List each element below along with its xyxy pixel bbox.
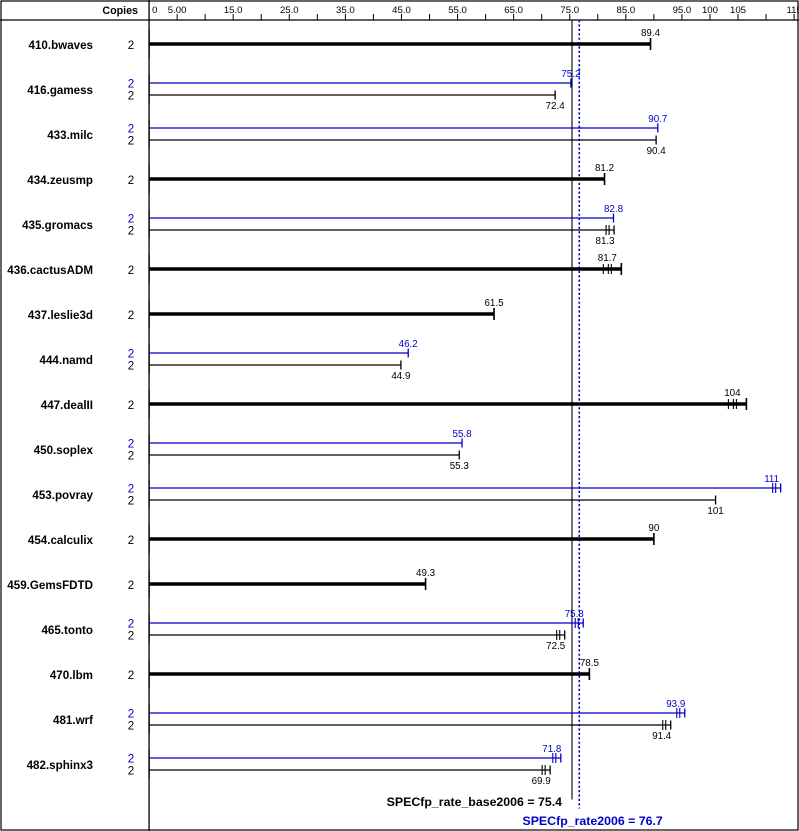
svg-text:447.dealII: 447.dealII <box>41 399 93 412</box>
svg-text:46.2: 46.2 <box>399 339 418 350</box>
svg-text:55.0: 55.0 <box>448 5 467 16</box>
svg-text:111: 111 <box>764 474 779 485</box>
svg-text:115: 115 <box>786 5 799 16</box>
svg-text:72.5: 72.5 <box>546 641 566 652</box>
svg-text:25.0: 25.0 <box>280 5 299 16</box>
svg-text:481.wrf: 481.wrf <box>53 714 93 727</box>
svg-text:Copies: Copies <box>102 5 138 17</box>
svg-text:15.0: 15.0 <box>224 5 243 16</box>
svg-text:104: 104 <box>724 388 741 399</box>
svg-text:71.8: 71.8 <box>542 744 562 755</box>
svg-text:2: 2 <box>128 90 134 103</box>
svg-text:89.4: 89.4 <box>641 28 661 39</box>
svg-text:2: 2 <box>128 630 134 643</box>
svg-text:81.3: 81.3 <box>596 236 616 247</box>
svg-text:5.00: 5.00 <box>168 5 187 16</box>
svg-text:2: 2 <box>128 720 134 733</box>
svg-text:482.sphinx3: 482.sphinx3 <box>27 759 94 772</box>
svg-text:2: 2 <box>128 135 134 148</box>
svg-text:0: 0 <box>152 5 157 16</box>
svg-text:2: 2 <box>128 579 134 592</box>
svg-text:101: 101 <box>707 506 723 517</box>
svg-text:75.8: 75.8 <box>565 609 585 620</box>
svg-text:44.9: 44.9 <box>391 371 410 382</box>
svg-text:85.0: 85.0 <box>616 5 635 16</box>
svg-text:410.bwaves: 410.bwaves <box>29 39 93 52</box>
svg-text:465.tonto: 465.tonto <box>41 624 93 637</box>
svg-text:35.0: 35.0 <box>336 5 355 16</box>
svg-text:2: 2 <box>128 360 134 373</box>
svg-text:2: 2 <box>128 495 134 508</box>
svg-text:2: 2 <box>128 39 134 52</box>
svg-text:72.4: 72.4 <box>546 101 566 112</box>
svg-text:78.5: 78.5 <box>580 658 600 669</box>
svg-text:2: 2 <box>128 309 134 322</box>
svg-text:91.4: 91.4 <box>652 731 672 742</box>
svg-text:2: 2 <box>128 534 134 547</box>
svg-text:75.2: 75.2 <box>561 69 580 80</box>
svg-text:454.calculix: 454.calculix <box>28 534 94 547</box>
svg-text:436.cactusADM: 436.cactusADM <box>7 264 93 277</box>
svg-text:61.5: 61.5 <box>484 298 504 309</box>
svg-text:75.0: 75.0 <box>560 5 579 16</box>
svg-text:2: 2 <box>128 225 134 238</box>
svg-text:2: 2 <box>128 669 134 682</box>
svg-text:90: 90 <box>648 523 659 534</box>
svg-text:82.8: 82.8 <box>604 204 624 215</box>
svg-text:55.8: 55.8 <box>453 429 473 440</box>
svg-text:437.leslie3d: 437.leslie3d <box>28 309 93 322</box>
svg-text:2: 2 <box>128 765 134 778</box>
svg-text:105: 105 <box>730 5 746 16</box>
svg-text:453.povray: 453.povray <box>32 489 93 502</box>
svg-text:45.0: 45.0 <box>392 5 411 16</box>
svg-text:49.3: 49.3 <box>416 568 436 579</box>
svg-text:95.0: 95.0 <box>673 5 692 16</box>
svg-text:SPECfp_rate_base2006 = 75.4: SPECfp_rate_base2006 = 75.4 <box>387 795 562 809</box>
svg-text:100: 100 <box>702 5 718 16</box>
svg-text:90.7: 90.7 <box>648 114 667 125</box>
svg-text:2: 2 <box>128 264 134 277</box>
svg-text:93.9: 93.9 <box>666 699 685 710</box>
svg-text:2: 2 <box>128 450 134 463</box>
svg-text:434.zeusmp: 434.zeusmp <box>27 174 93 187</box>
svg-text:55.3: 55.3 <box>450 461 470 472</box>
svg-text:470.lbm: 470.lbm <box>50 669 93 682</box>
svg-text:SPECfp_rate2006 = 76.7: SPECfp_rate2006 = 76.7 <box>522 814 662 828</box>
svg-text:450.soplex: 450.soplex <box>34 444 94 457</box>
svg-text:433.milc: 433.milc <box>47 129 93 142</box>
svg-text:90.4: 90.4 <box>647 146 667 157</box>
svg-text:435.gromacs: 435.gromacs <box>22 219 93 232</box>
svg-text:2: 2 <box>128 399 134 412</box>
svg-text:444.namd: 444.namd <box>40 354 94 367</box>
svg-text:459.GemsFDTD: 459.GemsFDTD <box>7 579 93 592</box>
svg-text:69.9: 69.9 <box>532 776 551 787</box>
svg-text:2: 2 <box>128 174 134 187</box>
svg-text:81.2: 81.2 <box>595 163 614 174</box>
svg-text:81.7: 81.7 <box>598 253 617 264</box>
svg-text:65.0: 65.0 <box>504 5 523 16</box>
svg-text:416.gamess: 416.gamess <box>27 84 93 97</box>
